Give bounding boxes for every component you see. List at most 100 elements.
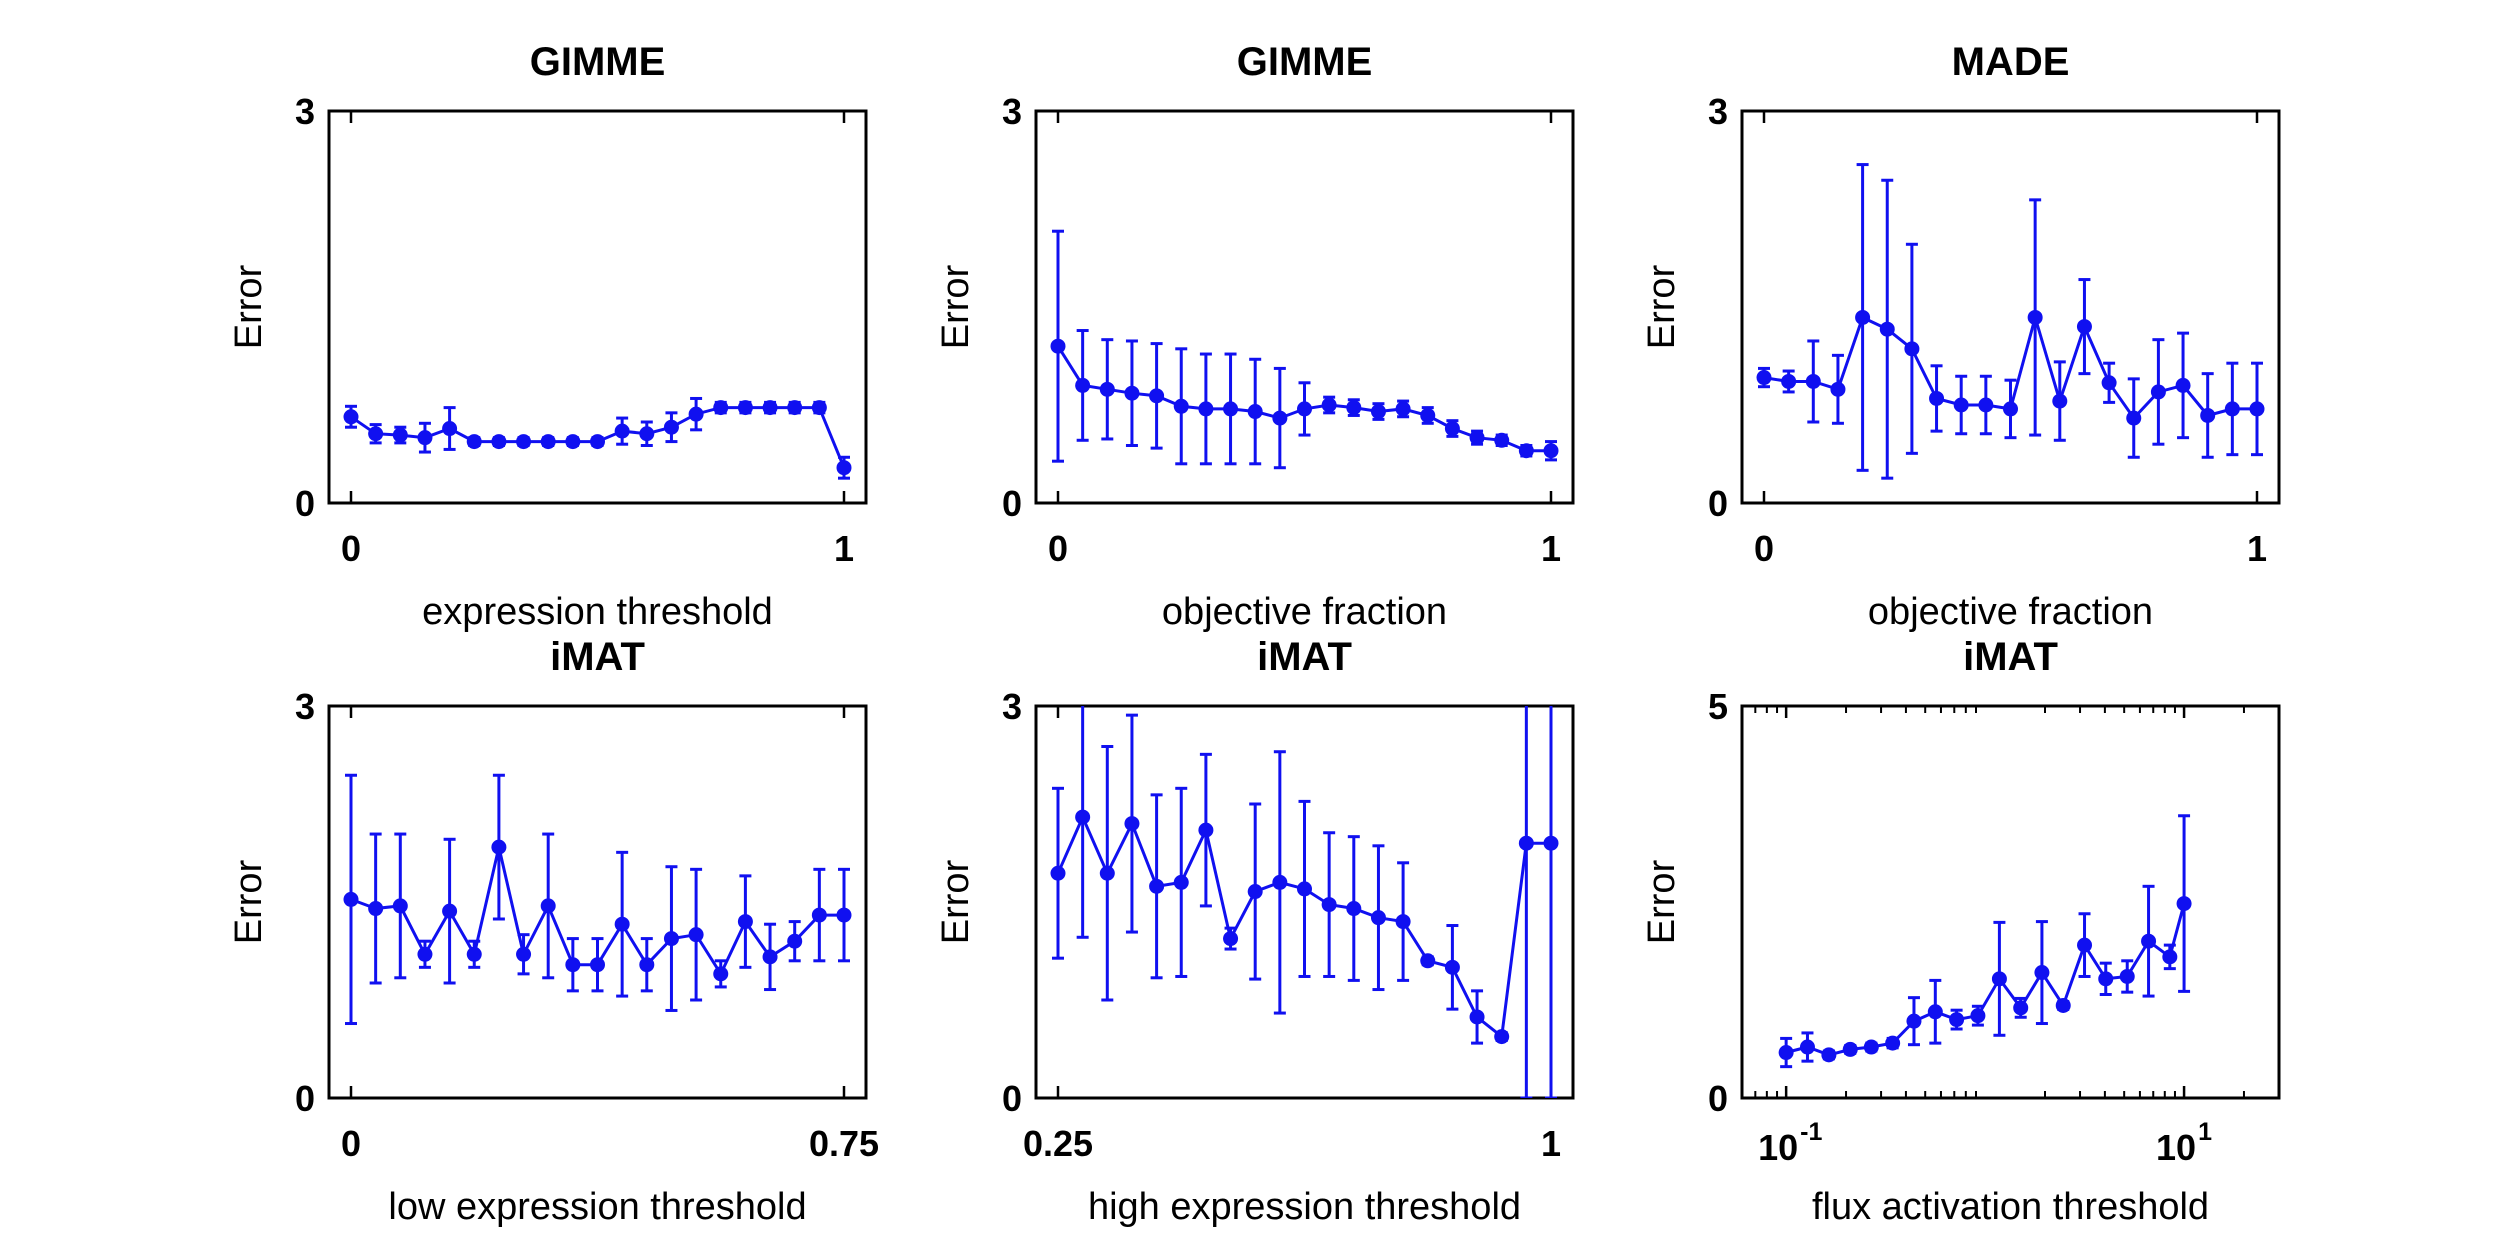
data-point xyxy=(368,426,384,442)
data-point xyxy=(639,957,655,973)
y-tick-label: 0 xyxy=(1708,483,1728,524)
data-point xyxy=(442,903,458,919)
data-point xyxy=(737,400,753,416)
y-tick-label: 3 xyxy=(295,686,315,727)
series xyxy=(1050,229,1559,470)
data-point xyxy=(1978,397,1994,413)
data-point xyxy=(540,434,556,450)
data-point xyxy=(1124,385,1140,401)
y-tick-label: 0 xyxy=(295,483,315,524)
x-tick-label: 0 xyxy=(341,528,361,569)
axes-box xyxy=(1740,704,2281,1100)
data-point xyxy=(1297,881,1312,897)
data-point xyxy=(688,406,704,422)
x-tick-label: 1 xyxy=(1541,528,1561,569)
data-point xyxy=(2098,971,2114,987)
data-point xyxy=(1855,309,1871,325)
series xyxy=(1778,814,2192,1069)
data-point xyxy=(392,898,408,914)
x-axis-label: flux activation threshold xyxy=(1812,1186,2209,1228)
x-tick-exponent: -1 xyxy=(1800,1118,1822,1146)
data-point xyxy=(811,400,827,416)
data-point xyxy=(2052,393,2068,409)
x-tick-label: 10 xyxy=(2156,1127,2196,1168)
y-tick-label: 3 xyxy=(1002,91,1022,132)
data-point xyxy=(2176,896,2192,912)
data-point xyxy=(1198,822,1214,838)
y-tick-label: 5 xyxy=(1708,686,1728,727)
x-tick-label: 10 xyxy=(1758,1127,1798,1168)
data-point xyxy=(1173,874,1189,890)
subplot-1: 0 1 0 3 GIMME expression threshold Error xyxy=(228,40,868,633)
data-point xyxy=(466,434,482,450)
series xyxy=(343,396,852,480)
data-point xyxy=(1173,398,1189,414)
data-point xyxy=(1321,397,1337,413)
y-tick-label: 0 xyxy=(1002,1078,1022,1119)
data-point xyxy=(713,966,729,982)
data-point xyxy=(2224,401,2240,417)
y-axis-label: Error xyxy=(1641,859,1683,944)
subplot-2: 0 1 0 3 GIMME objective fraction Error xyxy=(935,40,1575,633)
data-point xyxy=(2162,949,2178,965)
data-point xyxy=(343,409,359,425)
data-point xyxy=(1494,1029,1510,1045)
y-tick-label: 0 xyxy=(1708,1078,1728,1119)
chart-title: iMAT xyxy=(1963,635,2058,679)
data-point xyxy=(1781,373,1797,389)
y-tick-label: 3 xyxy=(1002,686,1022,727)
data-point xyxy=(1247,404,1263,420)
data-point xyxy=(2027,309,2043,325)
data-point xyxy=(1050,338,1066,354)
subplot-5: 0.25 1 0 3 iMAT high expression threshold Erro… xyxy=(935,635,1575,1228)
data-point xyxy=(2126,410,2142,426)
data-point xyxy=(1543,443,1559,459)
y-axis-label: Error xyxy=(228,859,270,944)
data-point xyxy=(1223,401,1239,417)
data-point xyxy=(1149,878,1165,894)
x-axis-label: objective fraction xyxy=(1162,591,1447,633)
data-point xyxy=(1444,959,1460,975)
data-point xyxy=(1075,809,1091,825)
data-point xyxy=(2141,933,2157,949)
chart-title: iMAT xyxy=(550,635,645,679)
data-point xyxy=(1799,1039,1815,1055)
data-point xyxy=(1991,971,2007,987)
x-tick-exponent: 1 xyxy=(2198,1118,2212,1146)
data-point xyxy=(417,946,433,962)
data-point xyxy=(590,957,605,973)
data-point xyxy=(1297,401,1312,417)
y-tick-label: 3 xyxy=(1708,91,1728,132)
data-point xyxy=(1395,401,1411,417)
data-point xyxy=(1198,401,1214,417)
chart-title: iMAT xyxy=(1257,635,1352,679)
data-point xyxy=(2013,1000,2029,1016)
y-axis-label: Error xyxy=(935,859,977,944)
data-point xyxy=(2055,997,2071,1013)
data-point xyxy=(713,400,729,416)
data-point xyxy=(836,460,852,476)
data-point xyxy=(2150,384,2166,400)
x-axis-label: low expression threshold xyxy=(388,1186,806,1228)
x-tick-label: 0.75 xyxy=(809,1123,879,1164)
data-point xyxy=(1444,421,1460,437)
data-point xyxy=(417,430,433,446)
data-point xyxy=(1953,397,1969,413)
data-point xyxy=(811,907,827,923)
data-point xyxy=(343,891,359,907)
data-point xyxy=(1805,373,1821,389)
data-point xyxy=(1494,432,1510,448)
data-point xyxy=(787,400,803,416)
data-point xyxy=(1469,430,1485,446)
data-point xyxy=(466,946,482,962)
x-tick-label: 1 xyxy=(1541,1123,1561,1164)
y-tick-label: 0 xyxy=(1002,483,1022,524)
axes-box xyxy=(1034,704,1575,1100)
x-tick-label: 1 xyxy=(2247,528,2267,569)
data-point xyxy=(1420,953,1436,969)
data-point xyxy=(491,434,507,450)
chart-title: GIMME xyxy=(1237,40,1373,84)
data-point xyxy=(1370,910,1386,926)
data-point xyxy=(688,927,704,943)
